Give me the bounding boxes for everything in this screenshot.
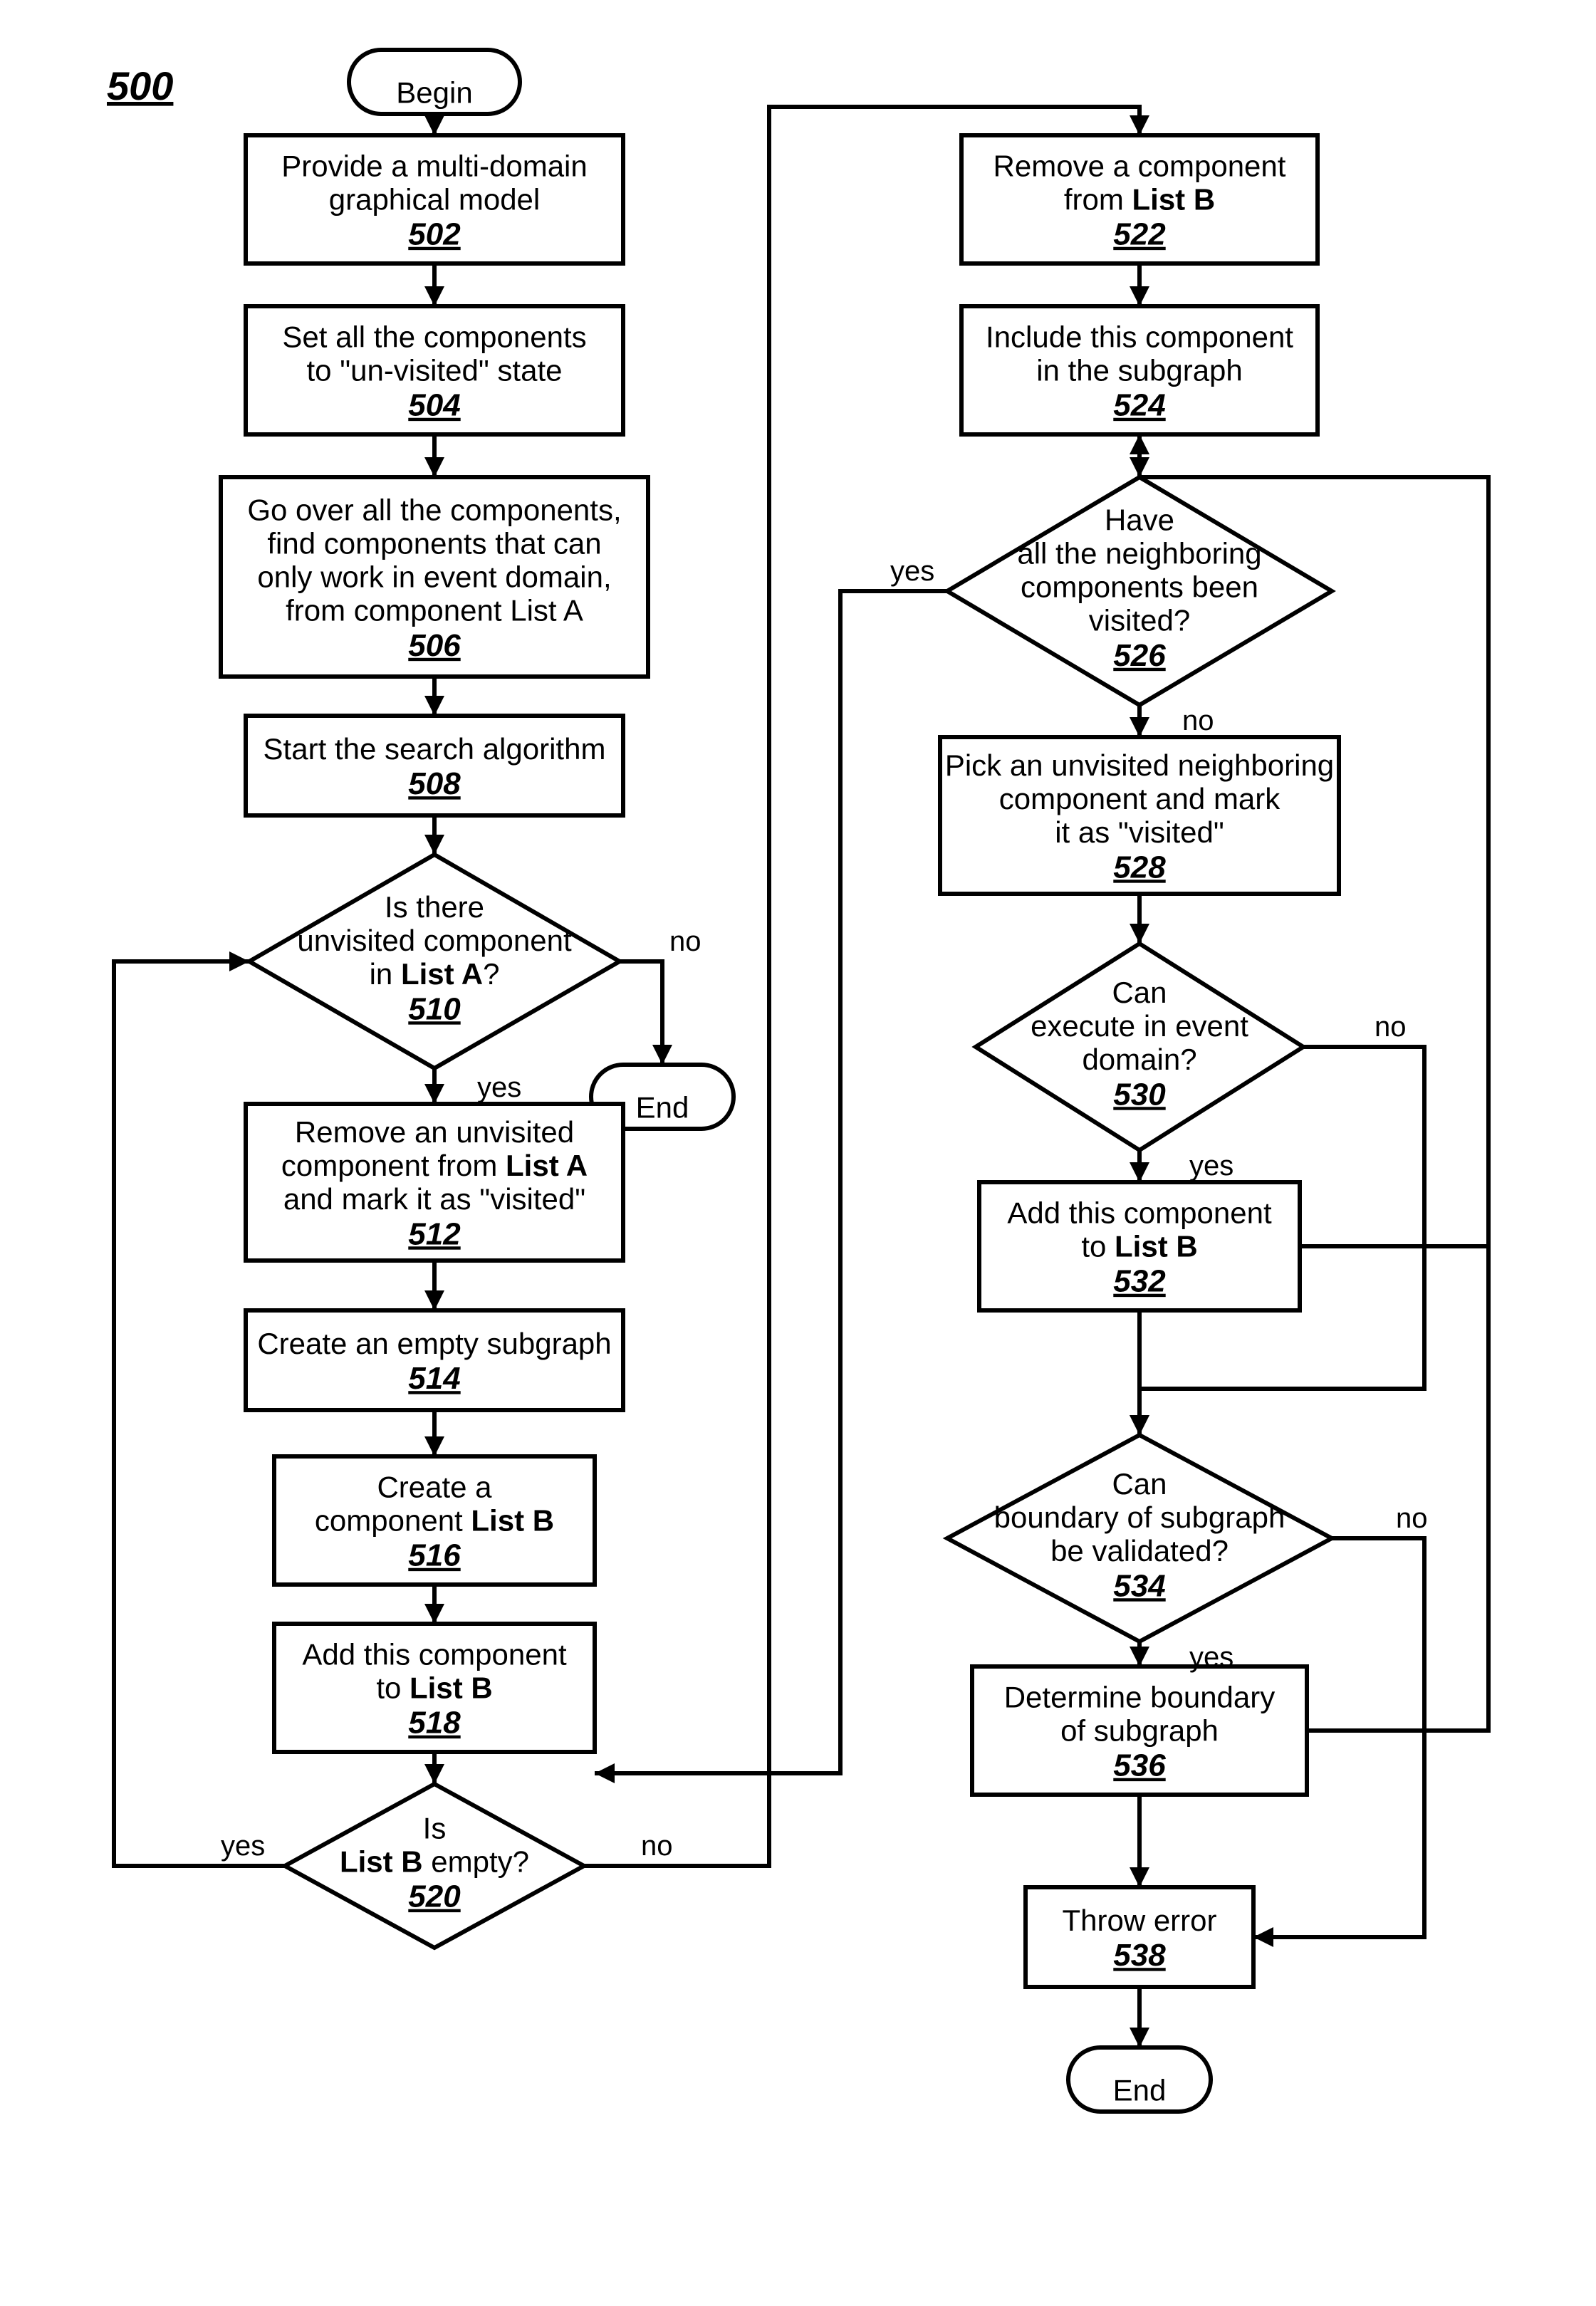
edge-label: yes <box>1189 1150 1233 1181</box>
svg-text:526: 526 <box>1113 638 1166 673</box>
edge-label: yes <box>1189 1642 1233 1673</box>
svg-text:506: 506 <box>408 628 461 663</box>
svg-text:508: 508 <box>408 766 461 801</box>
svg-text:532: 532 <box>1113 1264 1166 1299</box>
edge-label: no <box>641 1830 673 1862</box>
svg-text:518: 518 <box>408 1706 461 1741</box>
svg-text:536: 536 <box>1113 1748 1166 1783</box>
svg-text:Create an empty subgraph: Create an empty subgraph <box>257 1327 611 1360</box>
svg-text:504: 504 <box>408 388 460 423</box>
svg-text:502: 502 <box>408 217 461 252</box>
svg-text:534: 534 <box>1113 1568 1165 1603</box>
edge-label: yes <box>477 1072 521 1103</box>
svg-text:514: 514 <box>408 1361 460 1396</box>
svg-text:520: 520 <box>408 1879 461 1914</box>
svg-text:530: 530 <box>1113 1077 1166 1112</box>
edge-label: yes <box>221 1830 265 1862</box>
svg-text:Go over all the components,fin: Go over all the components,find componen… <box>247 494 621 627</box>
svg-text:Start the search algorithm: Start the search algorithm <box>264 732 606 766</box>
svg-text:Begin: Begin <box>396 75 472 109</box>
edge-label: no <box>1182 705 1214 736</box>
svg-text:516: 516 <box>408 1538 461 1573</box>
edge-label: no <box>669 926 701 957</box>
svg-text:528: 528 <box>1113 850 1166 885</box>
svg-text:End: End <box>636 1090 689 1124</box>
svg-text:524: 524 <box>1113 388 1165 423</box>
svg-text:538: 538 <box>1113 1938 1166 1973</box>
svg-text:Throw error: Throw error <box>1062 1904 1216 1937</box>
svg-text:End: End <box>1113 2073 1167 2107</box>
svg-text:Remove an unvisitedcomponent f: Remove an unvisitedcomponent from List A… <box>281 1115 588 1216</box>
svg-text:512: 512 <box>408 1216 461 1251</box>
edge-label: yes <box>890 555 934 587</box>
edge-label: no <box>1396 1503 1428 1534</box>
svg-text:510: 510 <box>408 991 461 1026</box>
edge-label: no <box>1375 1011 1407 1043</box>
figure-label: 500 <box>107 63 173 108</box>
svg-text:Set all the componentsto "un-v: Set all the componentsto "un-visited" st… <box>282 320 586 387</box>
svg-text:522: 522 <box>1113 217 1166 252</box>
